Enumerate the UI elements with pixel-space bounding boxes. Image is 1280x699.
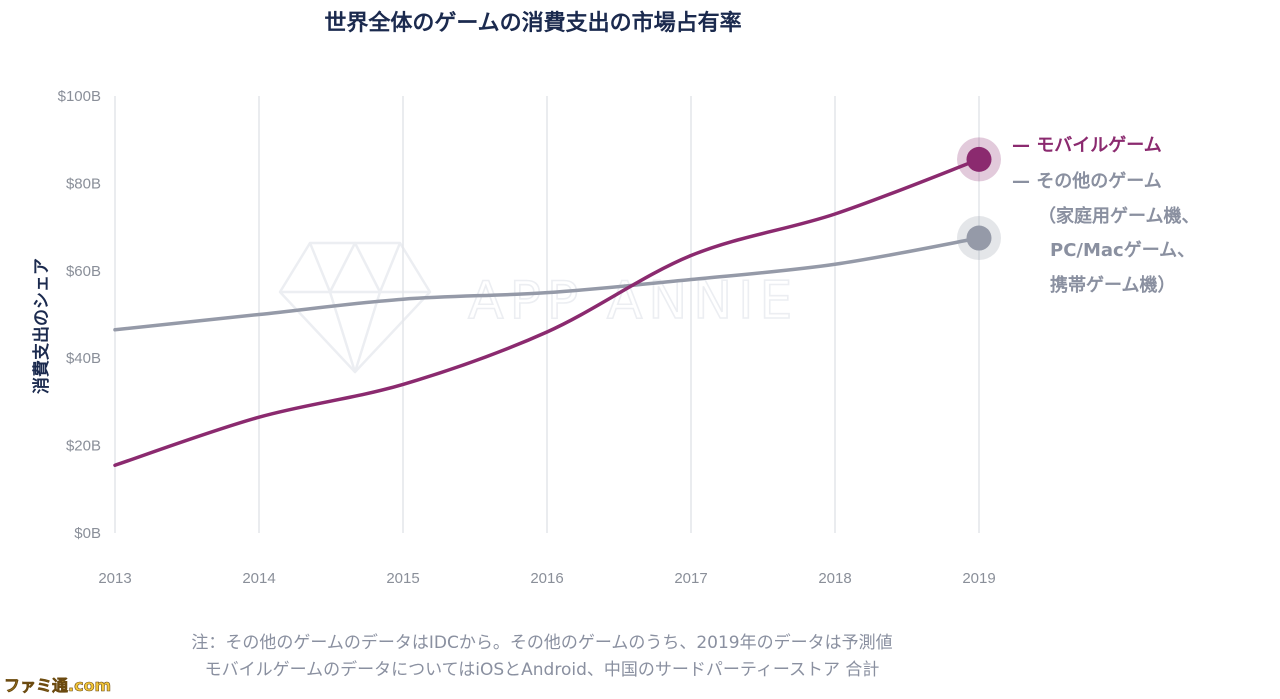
y-tick-3: $60B xyxy=(66,263,101,280)
x-axis-ticks: 2013 2014 2015 2016 2017 2018 2019 xyxy=(98,570,995,587)
end-marker-mobile xyxy=(966,146,992,172)
series-lines xyxy=(113,157,981,468)
y-tick-1: $20B xyxy=(66,438,101,455)
y-tick-5: $100B xyxy=(58,88,101,105)
legend-mobile-label: モバイルゲーム xyxy=(1036,134,1161,156)
y-tick-0: $0B xyxy=(74,525,101,542)
x-tick-2013: 2013 xyxy=(98,570,131,587)
end-marker-other xyxy=(966,225,992,251)
brand-logo: ファミ通.com xyxy=(4,676,112,696)
y-axis-label: 消費支出のシェア xyxy=(31,258,52,394)
brand-logo-text: ファミ通.com xyxy=(4,676,111,695)
chart-title: 世界全体のゲームの消費支出の市場占有率 xyxy=(324,10,741,36)
legend-other-detail-3: 携帯ゲーム機） xyxy=(1050,274,1175,296)
legend-other-detail-1: （家庭用ゲーム機、 xyxy=(1038,205,1199,227)
legend-other: — その他のゲーム xyxy=(1012,170,1162,192)
x-tick-2016: 2016 xyxy=(530,570,563,587)
legend-other-label: その他のゲーム xyxy=(1036,170,1161,192)
y-axis-ticks: $0B $20B $40B $60B $80B $100B xyxy=(58,88,101,542)
watermark-text: APP ANNIE xyxy=(468,271,798,331)
footnote-line-1: 注：その他のゲームのデータはIDCから。その他のゲームのうち、2019年のデータ… xyxy=(191,632,892,653)
y-tick-4: $80B xyxy=(66,175,101,192)
end-markers xyxy=(957,137,1001,261)
legend-mobile: — モバイルゲーム xyxy=(1012,134,1162,156)
x-tick-2015: 2015 xyxy=(386,570,419,587)
x-tick-2017: 2017 xyxy=(674,570,707,587)
watermark: APP ANNIE xyxy=(278,241,798,374)
x-tick-2018: 2018 xyxy=(818,570,851,587)
y-tick-2: $40B xyxy=(66,350,101,367)
series-line-other xyxy=(113,236,981,332)
legend: — モバイルゲーム — その他のゲーム （家庭用ゲーム機、 PC/Macゲーム、… xyxy=(1012,134,1199,296)
x-tick-2019: 2019 xyxy=(962,570,995,587)
diamond-watermark-icon xyxy=(278,241,432,374)
x-tick-2014: 2014 xyxy=(242,570,275,587)
series-line-mobile xyxy=(113,157,981,468)
footnote-line-2: モバイルゲームのデータについてはiOSとAndroid、中国のサードパーティース… xyxy=(205,659,880,680)
legend-other-detail-2: PC/Macゲーム、 xyxy=(1050,239,1195,261)
